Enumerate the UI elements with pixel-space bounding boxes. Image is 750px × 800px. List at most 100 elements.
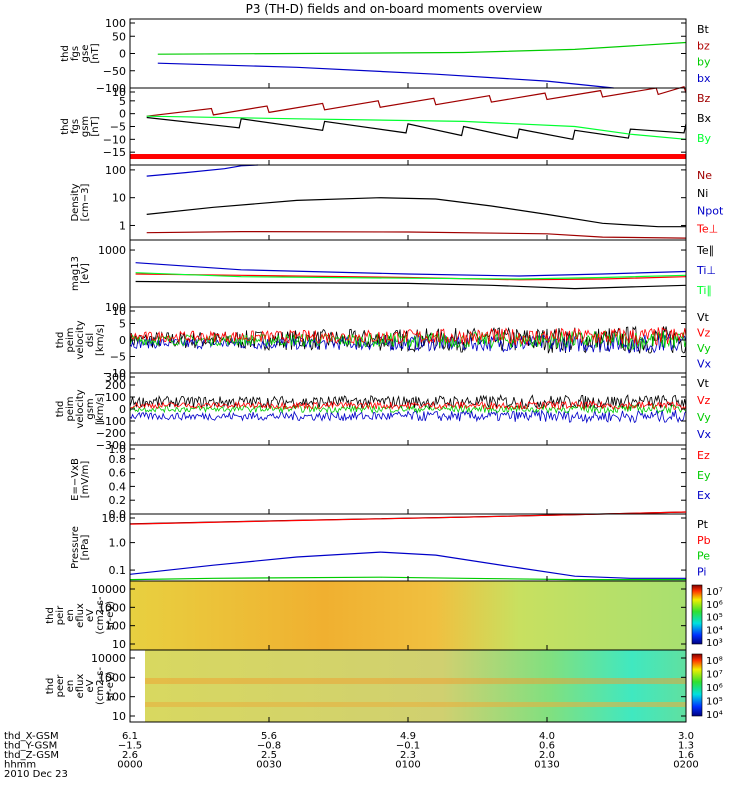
legend-entry: Pt	[697, 518, 709, 531]
y-axis-label-line: [eV]	[80, 263, 91, 284]
footer-value: 4.9	[400, 731, 416, 742]
footer-row-label: thd_Z-GSM	[4, 750, 59, 761]
y-axis-label-line: en	[65, 609, 76, 622]
y-axis-label-line: eV	[85, 609, 96, 622]
y-tick-label: 0.8	[109, 453, 127, 466]
footer-value: 1.3	[678, 741, 694, 752]
y-tick-label: 1000	[98, 601, 126, 614]
colorbar-label: 10³	[706, 638, 723, 649]
y-axis-label-line: thd	[45, 607, 56, 624]
y-axis-label-line: fgs	[70, 46, 81, 61]
colorbar-label: 10⁶	[706, 683, 723, 694]
series-line-bx	[146, 116, 687, 140]
y-tick-label: 100	[105, 691, 126, 704]
y-tick-label: 100	[105, 620, 126, 633]
y-tick-label: −5	[110, 351, 126, 364]
colorbar-label: 10⁷	[706, 670, 723, 681]
footer-value: 1.6	[678, 750, 694, 761]
y-axis-label-line: sr-eV)	[105, 601, 116, 630]
y-tick-label: 0	[119, 403, 126, 416]
y-axis-label-line: thd	[55, 401, 66, 418]
series-noise-trace	[129, 403, 687, 415]
y-tick-label: 10000	[91, 652, 126, 665]
panel-frame	[129, 513, 687, 582]
y-axis-label-line: [cm−3]	[80, 184, 91, 222]
y-tick-label: 10	[112, 638, 126, 651]
y-axis-label-line: thd	[60, 118, 71, 135]
y-tick-label: 0.0	[109, 508, 127, 521]
legend-entry: Vz	[697, 327, 711, 340]
colorbar-label: 10⁶	[706, 600, 723, 611]
panel-frame	[129, 444, 687, 515]
y-tick-label: 50	[112, 30, 126, 43]
series-line-te	[135, 280, 687, 290]
y-tick-label: 100	[105, 301, 126, 314]
colorbar-label: 10⁴	[706, 625, 723, 636]
footer-value: 0.6	[539, 741, 555, 752]
spectrogram-band	[145, 678, 686, 684]
footer-value: 2.6	[122, 750, 138, 761]
series-line-by	[157, 41, 687, 55]
chart-title: P3 (TH-D) fields and on-board moments ov…	[246, 2, 543, 16]
spectrogram-image	[145, 650, 686, 722]
y-tick-label: −300	[96, 439, 126, 452]
y-axis-label-line: Pressure	[70, 526, 81, 569]
spectrogram-image	[130, 581, 686, 650]
legend-entry: Te⊥	[696, 222, 718, 235]
colorbar	[691, 584, 703, 645]
y-tick-label: 5	[119, 95, 126, 108]
y-tick-label: −5	[110, 121, 126, 134]
legend-entry: Bx	[697, 112, 712, 125]
y-tick-label: 5	[119, 318, 126, 331]
y-tick-label: −10	[103, 133, 126, 146]
data-quality-bar	[130, 154, 686, 160]
y-tick-label: −50	[103, 65, 126, 78]
y-tick-label: −200	[96, 427, 126, 440]
y-axis-label-line: eflux	[75, 674, 86, 699]
footer-value: 0130	[534, 760, 559, 771]
legend-entry: Vt	[697, 377, 710, 390]
series-noise-trace	[129, 409, 687, 424]
legend-entry: Bz	[697, 92, 711, 105]
footer-value: −0.8	[257, 741, 281, 752]
colorbar-label: 10⁸	[706, 656, 723, 667]
y-axis-label-line: thd	[45, 678, 56, 695]
y-axis-label-line: thd	[55, 332, 66, 349]
y-axis-label-line: Density	[70, 183, 81, 221]
legend-entry: Vy	[697, 411, 711, 424]
series-line-pe	[129, 576, 686, 581]
y-tick-label: 300	[105, 371, 126, 384]
y-axis-label-line: en	[65, 680, 76, 693]
series-noise-trace	[129, 394, 687, 410]
legend-entry: Pe	[697, 550, 710, 563]
panel-pressure: 10.0 1.0 0.1 Pressure [nPa] Pt Pb Pe Pi	[70, 511, 711, 582]
colorbar-label: 10⁵	[706, 697, 723, 708]
footer-value: −0.1	[396, 741, 420, 752]
y-tick-label: 0.1	[109, 564, 127, 577]
y-axis-label-line: velocity	[75, 389, 86, 428]
panel-electron-spectrogram: 10⁸ 10⁷ 10⁶ 10⁵ 10⁴ 10000 1000 100 10 thd peer en ef…	[45, 649, 723, 723]
footer-value: 2.3	[400, 750, 416, 761]
series-line-bx	[157, 62, 614, 89]
footer-value: 0200	[673, 760, 698, 771]
legend-entry: Ti⊥	[696, 264, 716, 277]
legend-entry: Npot	[697, 205, 724, 218]
y-axis-label-line: [km/s]	[95, 324, 106, 356]
y-tick-label: −100	[96, 82, 126, 95]
spectrogram-band	[145, 702, 686, 707]
y-axis-label-line: gsm	[85, 398, 96, 419]
legend-entry: bx	[697, 72, 711, 85]
y-axis-label-line: peim	[65, 327, 76, 352]
y-tick-label: 0	[119, 48, 126, 61]
y-axis-label-line: velocity	[75, 320, 86, 359]
y-tick-label: 0.6	[109, 467, 127, 480]
y-axis-label-line: (cm2-s-	[95, 667, 106, 705]
legend-entry: Ex	[697, 489, 711, 502]
footer-value: 4.0	[539, 731, 555, 742]
y-tick-label: 10000	[91, 583, 126, 596]
legend-entry: Vz	[697, 394, 711, 407]
legend-entry: bz	[697, 39, 710, 52]
